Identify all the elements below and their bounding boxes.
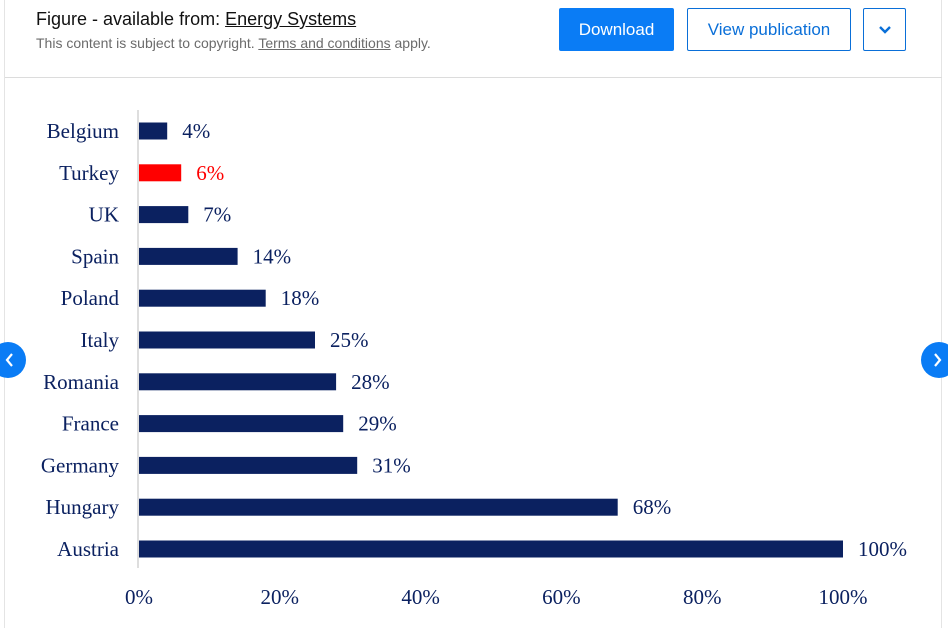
x-tick-label-80: 80% — [683, 585, 722, 609]
bar-hungary — [139, 498, 618, 516]
value-label-spain: 14% — [253, 244, 292, 268]
download-button[interactable]: Download — [559, 8, 674, 51]
more-options-button[interactable] — [863, 8, 906, 51]
value-label-romania: 28% — [351, 370, 390, 394]
category-label-romania: Romania — [43, 370, 119, 394]
value-label-germany: 31% — [372, 453, 411, 477]
category-label-turkey: Turkey — [59, 161, 119, 185]
figure-prefix: Figure - available from: — [36, 9, 226, 29]
bar-spain — [139, 247, 238, 265]
x-tick-label-100: 100% — [819, 585, 868, 609]
next-figure-button[interactable] — [921, 342, 948, 378]
value-label-italy: 25% — [330, 328, 369, 352]
category-label-germany: Germany — [41, 453, 120, 477]
copyright-line: This content is subject to copyright. Te… — [36, 35, 431, 51]
category-labels-group: Belgium Turkey UK Spain Poland Italy Romania Fr… — [41, 119, 120, 561]
chevron-left-icon — [5, 353, 13, 367]
view-publication-button[interactable]: View publication — [687, 8, 851, 51]
bar-romania — [139, 373, 337, 391]
bars-group — [139, 122, 843, 558]
value-label-poland: 18% — [281, 286, 320, 310]
bar-belgium — [139, 122, 168, 140]
terms-link[interactable]: Terms and conditions — [258, 35, 391, 51]
x-tick-labels-group: 0% 20% 40% 60% 80% 100% — [125, 585, 868, 609]
bar-germany — [139, 456, 358, 474]
figure-header: Figure - available from: Energy Systems … — [5, 0, 942, 78]
bar-austria — [139, 540, 843, 558]
bar-turkey — [139, 164, 182, 182]
bar-italy — [139, 331, 315, 349]
category-label-italy: Italy — [81, 328, 120, 352]
terms-suffix: apply. — [390, 35, 431, 51]
value-label-uk: 7% — [203, 203, 231, 227]
chevron-right-icon — [934, 353, 942, 367]
category-label-hungary: Hungary — [46, 495, 120, 519]
figure-source-line: Figure - available from: Energy Systems — [36, 9, 356, 30]
chevron-down-icon — [878, 25, 891, 34]
category-label-poland: Poland — [61, 286, 120, 310]
value-label-turkey: 6% — [196, 161, 224, 185]
bar-uk — [139, 206, 189, 224]
value-label-austria: 100% — [858, 537, 907, 561]
value-label-belgium: 4% — [182, 119, 210, 143]
category-label-belgium: Belgium — [47, 119, 119, 143]
source-link[interactable]: Energy Systems — [225, 9, 357, 29]
category-label-france: France — [62, 412, 119, 436]
value-label-france: 29% — [358, 412, 397, 436]
x-tick-label-0: 0% — [125, 585, 153, 609]
x-tick-label-60: 60% — [542, 585, 581, 609]
bar-poland — [139, 289, 266, 307]
value-labels-group: 4% 6% 7% 14% 18% 25% 28% 29% 31% 68% 100% — [182, 119, 907, 561]
category-label-austria: Austria — [57, 537, 120, 561]
x-tick-label-40: 40% — [401, 585, 440, 609]
value-label-hungary: 68% — [633, 495, 672, 519]
copyright-text: This content is subject to copyright. — [36, 35, 259, 51]
category-label-uk: UK — [89, 203, 119, 227]
bar-france — [139, 415, 344, 433]
x-tick-label-20: 20% — [261, 585, 300, 609]
category-label-spain: Spain — [71, 244, 119, 268]
figure-frame — [4, 0, 942, 628]
